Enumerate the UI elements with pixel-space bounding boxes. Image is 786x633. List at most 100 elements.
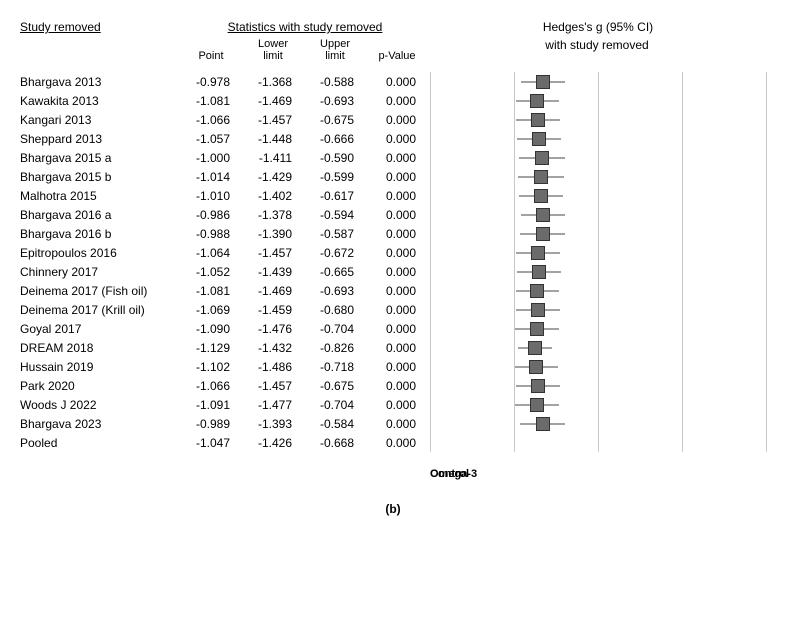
cell-point: -1.081	[180, 94, 242, 108]
subheader-lower: Lowerlimit	[242, 38, 304, 62]
cell-lower: -1.393	[242, 417, 304, 431]
cell-lower: -1.486	[242, 360, 304, 374]
cell-point: -1.000	[180, 151, 242, 165]
cell-lower: -1.426	[242, 436, 304, 450]
cell-upper: -0.590	[304, 151, 366, 165]
cell-upper: -0.668	[304, 436, 366, 450]
cell-upper: -0.675	[304, 379, 366, 393]
cell-lower: -1.457	[242, 113, 304, 127]
subfigure-caption: (b)	[20, 502, 766, 516]
cell-study: Goyal 2017	[20, 322, 180, 336]
point-marker	[531, 303, 545, 317]
cell-study: Bhargava 2023	[20, 417, 180, 431]
forest-plot-container: Study removed Statistics with study remo…	[20, 20, 766, 516]
cell-point: -0.989	[180, 417, 242, 431]
cell-upper: -0.704	[304, 322, 366, 336]
point-marker	[531, 246, 545, 260]
cell-upper: -0.665	[304, 265, 366, 279]
cell-upper: -0.693	[304, 94, 366, 108]
cell-study: Hussain 2019	[20, 360, 180, 374]
cell-point: -0.988	[180, 227, 242, 241]
cell-study: Bhargava 2015 b	[20, 170, 180, 184]
point-marker	[528, 341, 542, 355]
header-hedges: Hedges's g (95% CI)	[430, 20, 766, 34]
cell-point: -1.047	[180, 436, 242, 450]
point-marker	[532, 132, 546, 146]
header-row: Study removed Statistics with study remo…	[20, 20, 766, 34]
cell-upper: -0.594	[304, 208, 366, 222]
point-marker	[535, 151, 549, 165]
cell-point: -1.090	[180, 322, 242, 336]
cell-point: -1.066	[180, 379, 242, 393]
cell-lower: -1.429	[242, 170, 304, 184]
cell-lower: -1.477	[242, 398, 304, 412]
cell-upper: -0.826	[304, 341, 366, 355]
subheader-row: Point Lowerlimit Upperlimit p-Value with…	[20, 38, 766, 62]
header-hedges-line1: Hedges's g (95% CI)	[430, 20, 766, 34]
cell-lower: -1.457	[242, 246, 304, 260]
cell-study: Pooled	[20, 436, 180, 450]
cell-pvalue: 0.000	[366, 94, 428, 108]
cell-pvalue: 0.000	[366, 341, 428, 355]
cell-pvalue: 0.000	[366, 436, 428, 450]
cell-point: -1.091	[180, 398, 242, 412]
cell-lower: -1.457	[242, 379, 304, 393]
cell-upper: -0.693	[304, 284, 366, 298]
point-marker	[530, 284, 544, 298]
cell-pvalue: 0.000	[366, 360, 428, 374]
cell-point: -1.010	[180, 189, 242, 203]
point-marker	[536, 75, 550, 89]
cell-point: -1.081	[180, 284, 242, 298]
cell-lower: -1.459	[242, 303, 304, 317]
cell-study: Epitropoulos 2016	[20, 246, 180, 260]
cell-study: Bhargava 2013	[20, 75, 180, 89]
cell-point: -1.066	[180, 113, 242, 127]
gridline	[514, 72, 515, 452]
cell-study: Deinema 2017 (Fish oil)	[20, 284, 180, 298]
cell-point: -1.052	[180, 265, 242, 279]
cell-pvalue: 0.000	[366, 398, 428, 412]
cell-study: Kangari 2013	[20, 113, 180, 127]
cell-lower: -1.476	[242, 322, 304, 336]
cell-pvalue: 0.000	[366, 322, 428, 336]
cell-point: -1.057	[180, 132, 242, 146]
cell-study: Woods J 2022	[20, 398, 180, 412]
cell-pvalue: 0.000	[366, 151, 428, 165]
point-marker	[530, 398, 544, 412]
cell-pvalue: 0.000	[366, 75, 428, 89]
cell-study: Park 2020	[20, 379, 180, 393]
cell-lower: -1.469	[242, 94, 304, 108]
gridline	[430, 72, 431, 452]
cell-study: DREAM 2018	[20, 341, 180, 355]
cell-upper: -0.584	[304, 417, 366, 431]
cell-point: -1.102	[180, 360, 242, 374]
cell-upper: -0.704	[304, 398, 366, 412]
header-stats: Statistics with study removed	[180, 20, 430, 34]
cell-point: -1.129	[180, 341, 242, 355]
cell-upper: -0.587	[304, 227, 366, 241]
gridline	[766, 72, 767, 452]
cell-pvalue: 0.000	[366, 227, 428, 241]
cell-study: Malhotra 2015	[20, 189, 180, 203]
cell-pvalue: 0.000	[366, 246, 428, 260]
cell-point: -1.069	[180, 303, 242, 317]
subheader-point: Point	[180, 38, 242, 62]
cell-lower: -1.411	[242, 151, 304, 165]
point-marker	[536, 227, 550, 241]
cell-lower: -1.390	[242, 227, 304, 241]
cell-lower: -1.448	[242, 132, 304, 146]
label-control: Control	[430, 468, 469, 480]
point-marker	[534, 189, 548, 203]
cell-lower: -1.439	[242, 265, 304, 279]
cell-study: Bhargava 2016 b	[20, 227, 180, 241]
cell-lower: -1.378	[242, 208, 304, 222]
gridline	[598, 72, 599, 452]
point-marker	[529, 360, 543, 374]
cell-lower: -1.402	[242, 189, 304, 203]
subheader-pvalue: p-Value	[366, 38, 428, 62]
point-marker	[531, 379, 545, 393]
cell-lower: -1.368	[242, 75, 304, 89]
cell-study: Chinnery 2017	[20, 265, 180, 279]
cell-point: -1.014	[180, 170, 242, 184]
header-hedges-line2: with study removed	[428, 38, 766, 62]
